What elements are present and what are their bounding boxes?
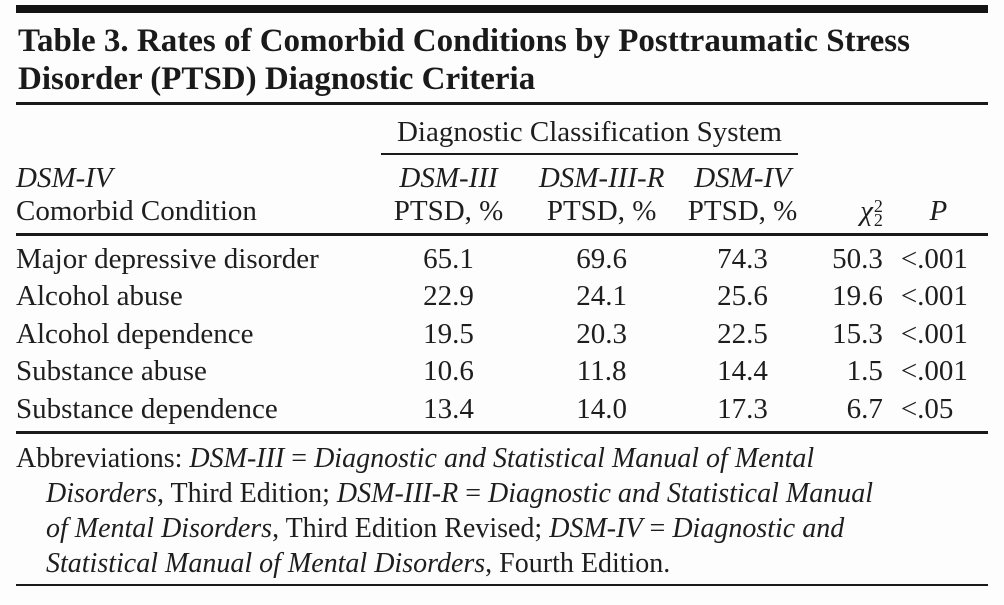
cell-dsm4: 22.5 (717, 317, 768, 350)
column-header-row: DSM-IV Comorbid Condition DSM-III PTSD, … (16, 153, 988, 236)
chi-subscript: 2 (873, 209, 883, 230)
footnote-separator-rule (16, 431, 988, 434)
footnote-text-segment: , Third Edition Revised; (272, 512, 550, 544)
footnote-italic-segment: Diagnostic and Statistical Manual (487, 477, 873, 509)
footnote-line: Disorders, Third Edition; DSM-III-R = Di… (16, 476, 988, 511)
comorbidity-table: Diagnostic Classification System DSM-IV … (16, 104, 988, 429)
cell-dsm4: 14.4 (717, 355, 768, 387)
footnote-text-segment: , Fourth Edition. (485, 547, 671, 579)
col-header-dsm4: DSM-IV PTSD, % (686, 153, 799, 236)
page-title: Table 3. Rates of Comorbid Conditions by… (18, 22, 988, 98)
title-line-1: Table 3. Rates of Comorbid Conditions by… (18, 23, 910, 59)
col-header-dsm3r: DSM-III-R PTSD, % (516, 153, 687, 236)
footnote-italic-segment: Diagnostic and Statistical Manual of Men… (314, 442, 815, 474)
table-row: Substance abuse 10.6 11.8 14.4 1.5 <.001 (16, 353, 988, 391)
chi-superscript: 2 (873, 196, 883, 217)
footnote-italic-segment: DSM-III-R (336, 477, 459, 509)
footnote: Abbreviations: DSM-III = Diagnostic and … (16, 441, 988, 581)
stub-header-line1: DSM-IV (16, 161, 113, 194)
footnote-italic-segment: Disorders (46, 477, 157, 509)
footnote-line: of Mental Disorders, Third Edition Revis… (16, 511, 988, 546)
footnote-text-segment: = (284, 442, 315, 474)
table-row: Major depressive disorder 65.1 69.6 74.3 50.… (16, 234, 988, 278)
footnote-line: Statistical Manual of Mental Disorders, … (16, 546, 988, 581)
cell-chi: 19.6 (832, 280, 883, 312)
chi-symbol: χ (860, 194, 873, 227)
footnote-italic-segment: of Mental Disorders (46, 512, 273, 544)
footnote-text-segment: = (458, 477, 488, 509)
footnote-italic-segment: DSM-III (189, 442, 285, 474)
cell-condition: Major depressive disorder (16, 242, 319, 275)
cell-dsm3: 10.6 (423, 355, 474, 387)
col-header-p: P (888, 153, 988, 236)
cell-dsm3: 13.4 (423, 392, 474, 425)
cell-chi: 6.7 (846, 392, 883, 425)
cell-dsm3r: 69.6 (576, 242, 627, 275)
col-header-dsm3-unit: PTSD, % (393, 194, 504, 227)
top-rule (16, 5, 988, 13)
cell-dsm3r: 14.0 (576, 392, 627, 425)
cell-dsm4: 25.6 (717, 280, 768, 312)
cell-dsm3r: 20.3 (576, 317, 627, 350)
cell-dsm3r: 24.1 (576, 280, 627, 312)
col-header-dsm3: DSM-III PTSD, % (380, 153, 517, 236)
col-header-dsm4-unit: PTSD, % (687, 194, 798, 227)
spacer-cell (798, 105, 888, 154)
cell-dsm4: 74.3 (717, 242, 768, 275)
cell-dsm3: 19.5 (423, 317, 474, 350)
cell-condition: Alcohol dependence (16, 317, 254, 350)
cell-p: <.001 (900, 355, 968, 387)
spacer-cell (16, 105, 381, 154)
cell-p: <.05 (900, 392, 954, 425)
cell-p: <.001 (900, 317, 968, 350)
col-header-dsm3r-name: DSM-III-R (538, 161, 665, 194)
footnote-line: Abbreviations: DSM-III = Diagnostic and … (16, 441, 988, 476)
col-header-dsm3r-unit: PTSD, % (546, 194, 657, 227)
cell-chi: 15.3 (832, 317, 883, 350)
cell-dsm3: 22.9 (423, 280, 474, 312)
footnote-text-segment: = (642, 512, 673, 544)
cell-chi: 1.5 (846, 355, 883, 387)
footnote-italic-segment: Statistical Manual of Mental Disorders (46, 547, 486, 579)
table-body: Major depressive disorder 65.1 69.6 74.3 50.… (16, 234, 988, 428)
title-line-2: Disorder (PTSD) Diagnostic Criteria (18, 61, 536, 97)
cell-dsm4: 17.3 (717, 392, 768, 425)
bottom-rule (16, 583, 988, 586)
footnote-italic-segment: Diagnostic and (672, 512, 845, 544)
table-figure: Table 3. Rates of Comorbid Conditions by… (0, 5, 1004, 586)
col-header-dsm4-name: DSM-IV (694, 161, 791, 194)
footnote-text-segment: , Third Edition; (156, 477, 337, 509)
cell-p: <.001 (900, 280, 968, 312)
stub-header-line2: Comorbid Condition (16, 194, 257, 227)
cell-chi: 50.3 (832, 242, 883, 275)
cell-dsm3r: 11.8 (576, 355, 627, 387)
cell-dsm3: 65.1 (423, 242, 474, 275)
spacer-cell (889, 105, 988, 154)
table-row: Substance dependence 13.4 14.0 17.3 6.7 <.05 (16, 391, 988, 429)
stub-header: DSM-IV Comorbid Condition (16, 153, 381, 236)
cell-condition: Substance abuse (16, 355, 207, 387)
table-row: Alcohol dependence 19.5 20.3 22.5 15.3 <.001 (16, 316, 988, 354)
cell-condition: Alcohol abuse (16, 280, 183, 312)
cell-p: <.001 (900, 242, 968, 275)
footnote-italic-segment: DSM-IV (549, 512, 643, 544)
cell-condition: Substance dependence (16, 392, 278, 425)
footnote-text-segment: Abbreviations: (16, 442, 190, 474)
spanner-header: Diagnostic Classification System (380, 104, 799, 155)
title-rule (16, 102, 988, 105)
table-row: Alcohol abuse 22.9 24.1 25.6 19.6 <.001 (16, 278, 988, 316)
col-header-dsm3-name: DSM-III (399, 161, 498, 194)
spanner-row: Diagnostic Classification System (16, 104, 988, 155)
